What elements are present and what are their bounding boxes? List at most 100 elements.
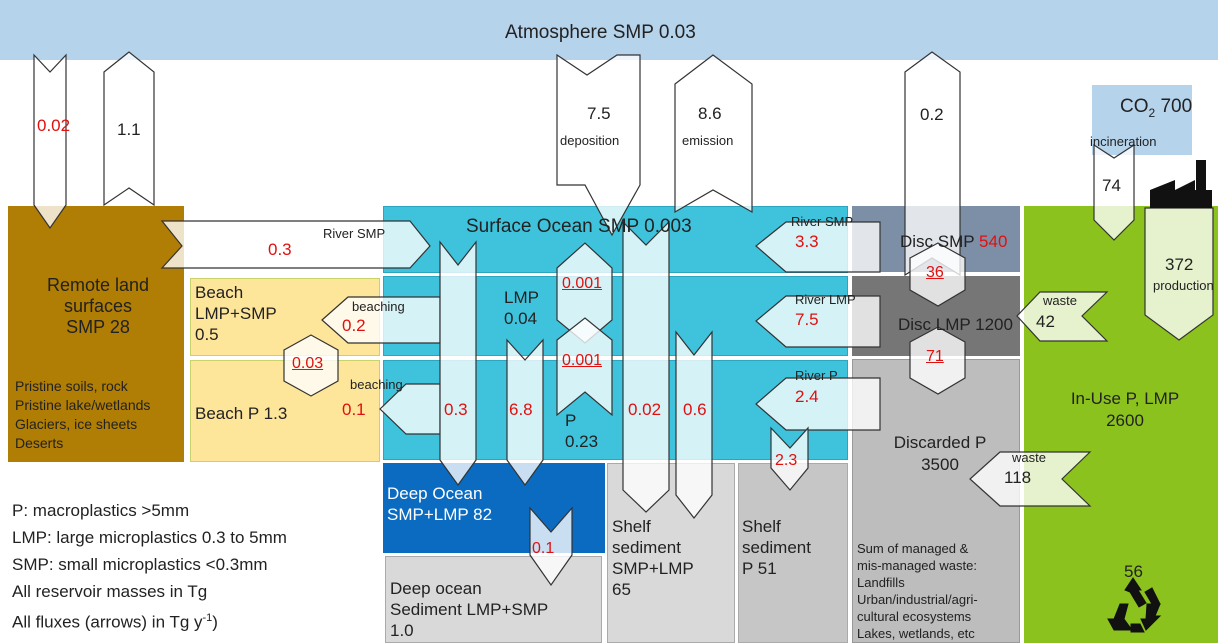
remote-land-title-1: Remote land <box>46 275 150 295</box>
deep-ocean-line-2: SMP+LMP 82 <box>387 505 493 524</box>
atmosphere-label: Atmosphere SMP 0.03 <box>505 22 696 43</box>
arrow-deep-sink <box>529 506 573 587</box>
arrow-sink-smp <box>439 240 477 487</box>
in-use-line-2: 2600 <box>1106 411 1144 430</box>
discarded-line-2: 3500 <box>921 455 959 474</box>
flux-beaching1-label: beaching <box>352 299 405 314</box>
remote-land-detail-4: Deserts <box>15 435 64 451</box>
arrow-beach-exchange <box>283 334 339 397</box>
flux-production-value: 372 <box>1165 255 1194 274</box>
deep-sediment-line-2: Sediment LMP+SMP <box>390 600 549 619</box>
surface-ocean-label: Surface Ocean SMP 0.003 <box>466 216 692 237</box>
co2-prefix: CO <box>1120 96 1149 117</box>
remote-land-title: Remote land surfaces SMP 28 <box>18 275 178 338</box>
beach-lmp-label: Beach LMP+SMP 0.5 <box>195 282 277 345</box>
lmp-line-1: LMP <box>504 288 539 307</box>
flux-waste1-label: waste <box>1043 293 1077 308</box>
beach-p-label: Beach P 1.3 <box>195 404 288 423</box>
arrow-waste-118 <box>969 451 1092 507</box>
flux-disc-36: 36 <box>926 264 944 281</box>
legend-item-4: All reservoir masses in Tg <box>12 582 208 601</box>
legend-item-2: LMP: large microplastics 0.3 to 5mm <box>12 528 287 547</box>
remote-land-detail-3: Glaciers, ice sheets <box>15 416 138 432</box>
flux-beaching1: 0.2 <box>342 316 366 335</box>
co2-sub: 2 <box>1148 105 1156 120</box>
legend-flux-suffix: ) <box>212 612 218 632</box>
beach-lmp-line-3: 0.5 <box>195 325 219 344</box>
arrow-exchange-lmp-p <box>556 317 613 417</box>
flux-shelf-p: 2.3 <box>775 452 798 469</box>
flux-river-p-label: River P <box>795 368 838 383</box>
flux-remote-down: 0.02 <box>37 116 71 135</box>
p-line-1: P <box>565 411 577 430</box>
arrow-sink-p-a <box>622 220 670 513</box>
legend-flux-prefix: All fluxes (arrows) in Tg y <box>12 612 203 632</box>
flux-sink-lmp: 6.8 <box>509 400 533 419</box>
legend-item-1: P: macroplastics >5mm <box>12 501 190 520</box>
discarded-detail-1: Sum of managed & <box>857 541 969 556</box>
co2-label: CO2 700 <box>1120 96 1192 120</box>
discarded-details: Sum of managed & mis-managed waste: Land… <box>857 540 978 642</box>
flux-beach-exchange: 0.03 <box>292 355 324 372</box>
flux-waste2-label: waste <box>1012 450 1046 465</box>
arrow-remote-down <box>33 53 67 230</box>
flux-sink-smp: 0.3 <box>444 400 468 419</box>
flux-beaching2-label: beaching <box>350 377 403 392</box>
arrow-shelf-p <box>770 426 809 491</box>
deep-ocean-label: Deep Ocean SMP+LMP 82 <box>387 483 492 525</box>
shelf-2-line-1: Shelf <box>742 517 781 536</box>
legend-item-5: All fluxes (arrows) in Tg y-1) <box>12 605 287 636</box>
shelf-2-line-3: P 51 <box>742 559 777 578</box>
shelf-sediment-2-box <box>738 463 848 643</box>
discarded-detail-5: cultural ecosystems <box>857 609 972 624</box>
discarded-label: Discarded P 3500 <box>870 432 1010 476</box>
flux-incineration-value: 74 <box>1102 176 1121 195</box>
flux-river-smp-right-label: River SMP <box>791 214 854 229</box>
arrow-river-smp-left <box>160 220 431 269</box>
arrow-sink-p-b <box>675 330 713 519</box>
flux-incineration-label: incineration <box>1090 134 1157 149</box>
flux-waste1-value: 42 <box>1036 312 1055 331</box>
arrow-exchange-smp-lmp <box>556 242 613 344</box>
flux-production-label: production <box>1153 278 1214 293</box>
flux-sink-p-a: 0.02 <box>628 400 662 419</box>
flux-exchange-lmp-p: 0.001 <box>562 352 603 369</box>
legend: P: macroplastics >5mm LMP: large micropl… <box>12 497 287 636</box>
flux-emission-value: 8.6 <box>698 104 722 123</box>
co2-box <box>1092 85 1192 155</box>
disc-smp-text: Disc SMP <box>900 232 980 251</box>
flux-deposition-label: deposition <box>560 133 620 148</box>
lmp-label: LMP 0.04 <box>504 287 539 329</box>
shelf-1-line-3: SMP+LMP <box>612 559 694 578</box>
beach-lmp-line-2: LMP+SMP <box>195 304 277 323</box>
flux-deep-sink: 0.1 <box>532 540 555 557</box>
flux-river-smp-left: 0.3 <box>268 240 292 259</box>
discarded-detail-4: Urban/industrial/agri- <box>857 592 978 607</box>
deep-ocean-line-1: Deep Ocean <box>387 484 483 503</box>
remote-land-title-3: SMP 28 <box>66 317 130 337</box>
shelf-1-line-1: Shelf <box>612 517 651 536</box>
beach-lmp-line-1: Beach <box>195 283 244 302</box>
flux-river-smp-left-label: River SMP <box>323 226 386 241</box>
flux-river-p: 2.4 <box>795 387 819 406</box>
flux-river-smp-right: 3.3 <box>795 232 819 251</box>
shelf-2-line-2: sediment <box>742 538 811 557</box>
remote-land-box <box>8 206 184 462</box>
discarded-detail-3: Landfills <box>857 575 905 590</box>
recycle-icon <box>1107 577 1162 633</box>
arrow-sink-lmp <box>506 338 544 487</box>
p-label: P 0.23 <box>565 410 598 452</box>
atmosphere-box <box>0 0 1218 60</box>
disc-lmp-label: Disc LMP 1200 <box>898 315 1013 334</box>
flux-deposition-value: 7.5 <box>587 104 611 123</box>
flux-sink-p-b: 0.6 <box>683 400 707 419</box>
shelf-sediment-2-label: Shelf sediment P 51 <box>742 516 811 579</box>
flux-waste2-value: 118 <box>1004 468 1032 487</box>
arrow-disc-36 <box>909 242 966 307</box>
remote-land-detail-1: Pristine soils, rock <box>15 378 128 394</box>
p-line-2: 0.23 <box>565 432 599 451</box>
arrow-river-p <box>755 377 881 431</box>
deep-sediment-line-3: 1.0 <box>390 621 414 640</box>
